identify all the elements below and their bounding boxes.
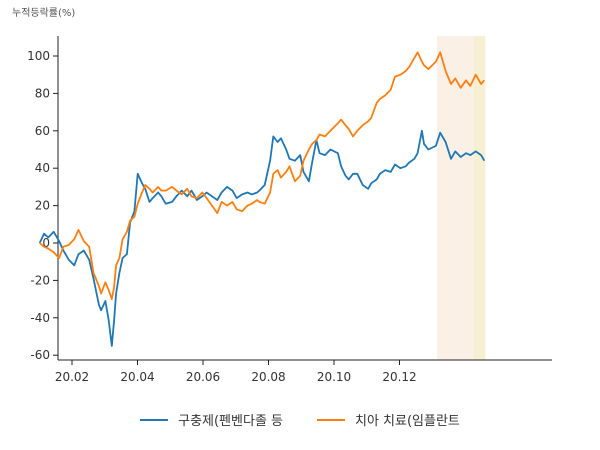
- highlight-regions: [436, 36, 486, 360]
- x-tick-label: 20.08: [251, 370, 285, 384]
- x-tick-label: 20.06: [186, 370, 220, 384]
- series-line-1: [39, 51, 485, 300]
- legend-swatch-series-0: [140, 418, 169, 421]
- x-tick-label: 20.04: [120, 370, 154, 384]
- axes: 100 80 60 40 20 0 -20 -40 -60 20.02 20.04 20.06 20.0…: [27, 36, 552, 384]
- y-tick-label: 40: [35, 161, 50, 175]
- legend: 구충제(펜벤다졸 등 치아 치료(임플란트: [0, 410, 600, 429]
- legend-swatch-series-1: [317, 418, 345, 421]
- highlight-region-1: [473, 36, 486, 360]
- y-tick-label: 80: [35, 86, 50, 100]
- highlight-region-0: [436, 36, 474, 360]
- legend-item-series-1: 치아 치료(임플란트: [317, 410, 460, 429]
- legend-label-series-0: 구충제(펜벤다졸 등: [178, 414, 283, 429]
- x-tick-label: 20.10: [317, 370, 351, 384]
- series-lines: [38, 51, 486, 347]
- x-tick-label: 20.02: [55, 370, 89, 384]
- y-tick-label: 20: [35, 199, 50, 213]
- series-line-0: [38, 129, 486, 347]
- y-unit-label: 누적등락률(%): [12, 7, 75, 19]
- y-tick-label: 100: [27, 49, 50, 63]
- legend-item-series-0: 구충제(펜벤다졸 등: [140, 410, 283, 429]
- x-tick-label: 20.12: [382, 370, 416, 384]
- legend-label-series-1: 치아 치료(임플란트: [355, 414, 460, 429]
- y-tick-label: 0: [42, 236, 50, 250]
- y-tick-label: -60: [30, 348, 50, 362]
- y-tick-label: -20: [30, 273, 50, 287]
- y-tick-label: 60: [35, 124, 50, 138]
- y-tick-label: -40: [30, 311, 50, 325]
